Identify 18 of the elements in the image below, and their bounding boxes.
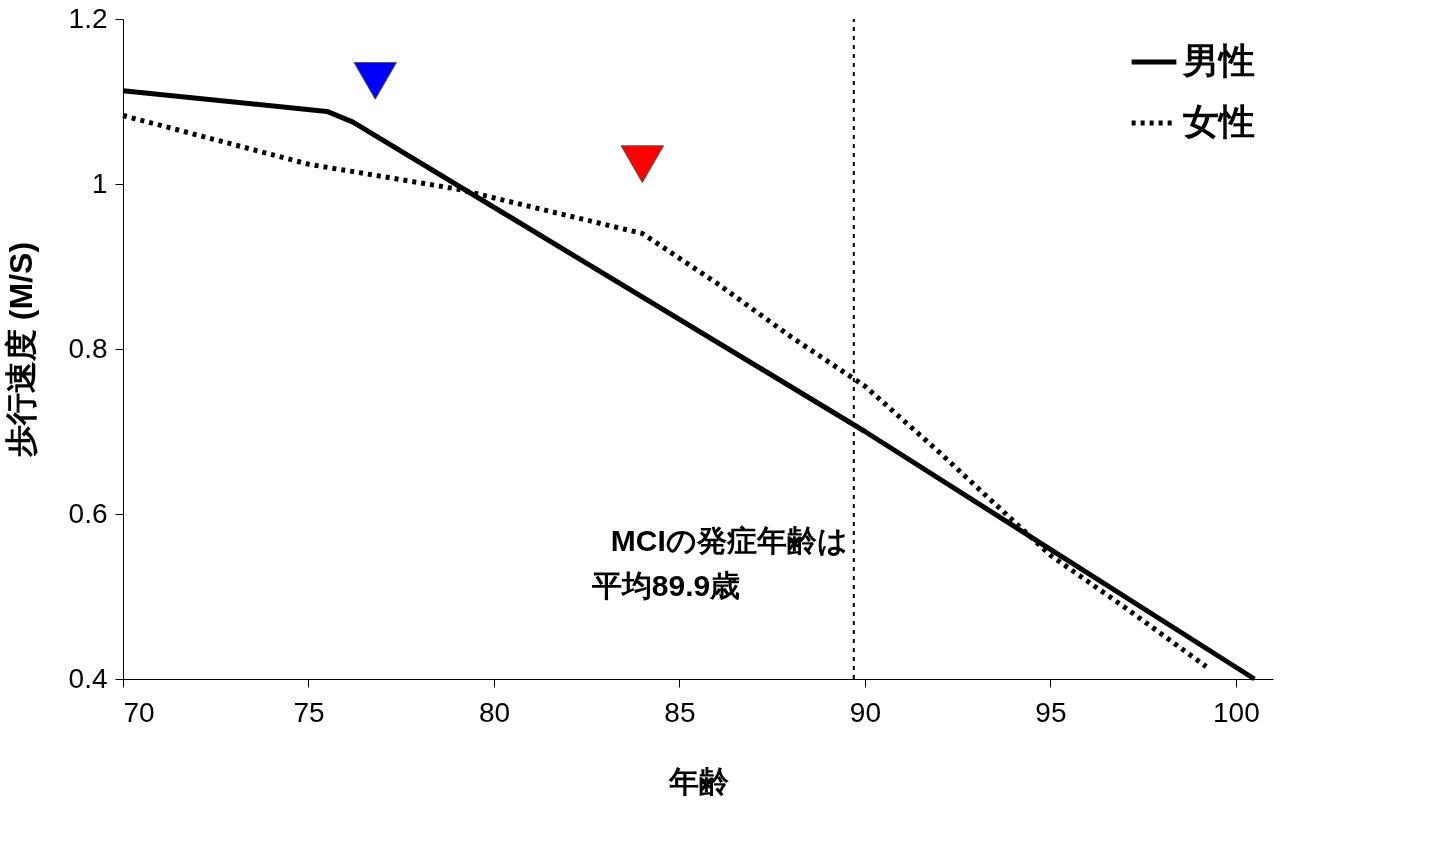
x-tick-label: 75 [293,696,325,728]
ref-line-label: MCIの発症年齢は [610,524,848,558]
x-tick-label: 90 [849,696,882,728]
x-tick-label: 85 [664,696,696,728]
y-tick-label: 1.2 [68,2,108,34]
y-tick-label: 1 [91,167,108,199]
x-axis-title: 年齢 [667,764,729,798]
y-axis-title: 歩行速度 (M/S) [2,241,39,459]
legend-label: 男性 [1182,40,1255,81]
y-tick-label: 0.4 [68,662,108,694]
annotation: 平均89.9歳 [590,569,741,603]
x-tick-label: 70 [123,696,155,728]
y-tick-label: 0.6 [68,497,108,529]
y-tick-label: 0.8 [68,332,108,364]
legend-label: 女性 [1183,101,1255,142]
x-tick-label: 95 [1035,696,1067,728]
x-tick-label: 100 [1213,696,1260,728]
x-tick-label: 80 [478,696,511,728]
